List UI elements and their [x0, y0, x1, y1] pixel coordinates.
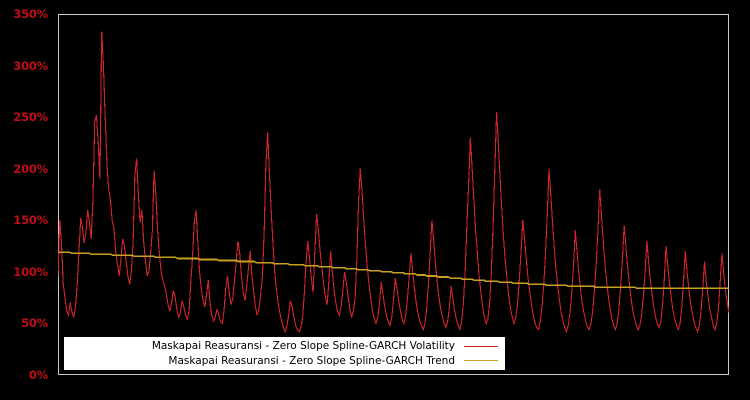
plot-frame: [58, 14, 729, 375]
y-tick-label: 150%: [13, 213, 48, 228]
legend-item-label: Maskapai Reasuransi - Zero Slope Spline-…: [151, 340, 455, 352]
series-svg: [58, 31, 729, 334]
y-tick-label: 300%: [13, 58, 48, 73]
trend-series-line: [58, 251, 729, 290]
y-tick-label: 250%: [13, 110, 48, 125]
y-tick-label: 50%: [21, 316, 48, 331]
y-tick-label: 100%: [13, 264, 48, 279]
y-tick-label: 200%: [13, 161, 48, 176]
volatility-series-line: [58, 31, 729, 334]
y-tick-label: 350%: [13, 7, 48, 21]
legend-color-swatch: [464, 345, 498, 347]
legend-item[interactable]: Maskapai Reasuransi - Zero Slope Spline-…: [65, 354, 504, 369]
y-axis: 0% 50% 100% 150% 200% 250% 300% 350%: [0, 0, 58, 400]
y-tick-label: 0%: [28, 368, 48, 382]
legend-item[interactable]: Maskapai Reasuransi - Zero Slope Spline-…: [65, 339, 504, 354]
chart-legend: Maskapai Reasuransi - Zero Slope Spline-…: [64, 337, 505, 370]
legend-color-swatch: [464, 360, 498, 362]
legend-item-label: Maskapai Reasuransi - Zero Slope Spline-…: [168, 354, 455, 367]
plot-area: [58, 14, 729, 375]
